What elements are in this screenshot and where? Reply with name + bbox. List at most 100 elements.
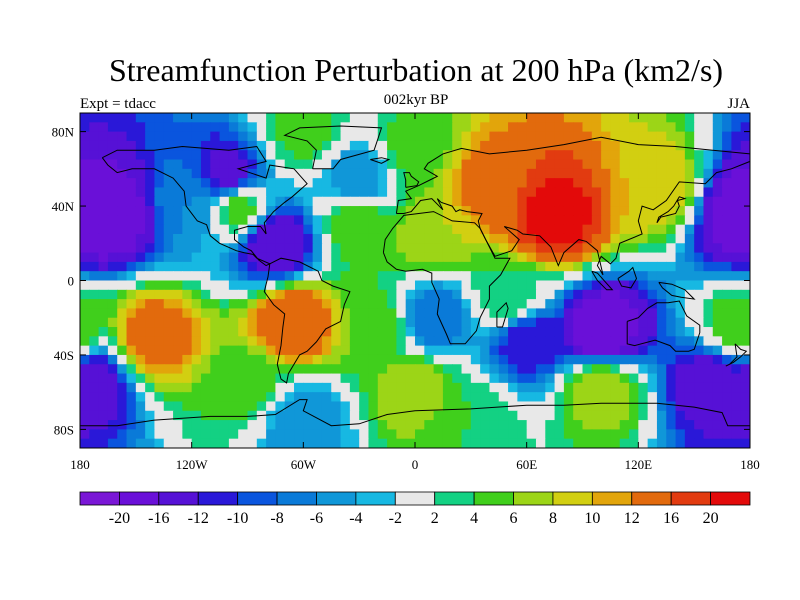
field-cell xyxy=(433,438,444,448)
field-cell xyxy=(368,438,379,448)
field-cell xyxy=(629,178,639,189)
field-cell xyxy=(573,252,584,263)
field-cell xyxy=(582,438,593,448)
field-cell xyxy=(573,345,584,356)
field-cell xyxy=(675,317,686,328)
field-cell xyxy=(145,224,156,235)
field-cell xyxy=(508,354,518,365)
field-cell xyxy=(303,336,314,347)
field-cell xyxy=(619,113,630,123)
field-cell xyxy=(415,308,425,319)
field-cell xyxy=(731,131,742,142)
field-cell xyxy=(126,271,137,282)
field-cell xyxy=(563,438,574,448)
field-cell xyxy=(442,178,453,189)
field-cell xyxy=(526,113,537,123)
field-cell xyxy=(154,252,165,263)
field-cell xyxy=(340,140,351,151)
field-cell xyxy=(601,289,612,300)
field-cell xyxy=(266,243,277,254)
field-cell xyxy=(107,373,118,384)
field-cell xyxy=(228,280,239,291)
field-cell xyxy=(340,345,351,356)
field-cell xyxy=(200,392,211,403)
field-cell xyxy=(89,168,100,179)
field-cell xyxy=(638,336,649,347)
field-cell xyxy=(656,178,667,189)
field-cell xyxy=(731,280,742,291)
field-cell xyxy=(163,261,174,272)
field-cell xyxy=(740,252,750,263)
field-cell xyxy=(489,420,500,430)
field-cell xyxy=(601,429,612,440)
field-cell xyxy=(359,168,370,179)
field-cell xyxy=(256,122,267,133)
field-cell xyxy=(191,401,202,412)
field-cell xyxy=(470,410,481,421)
field-cell xyxy=(107,410,118,421)
field-cell xyxy=(377,113,388,123)
field-cell xyxy=(135,159,146,170)
field-cell xyxy=(210,168,221,179)
field-cell xyxy=(442,122,453,133)
field-cell xyxy=(275,308,286,319)
field-cell xyxy=(89,113,100,123)
field-cell xyxy=(321,420,332,430)
field-cell xyxy=(489,327,500,337)
field-cell xyxy=(712,196,723,207)
field-cell xyxy=(238,373,249,384)
field-cell xyxy=(517,429,528,440)
field-cell xyxy=(573,178,584,189)
field-cell xyxy=(638,299,649,310)
field-cell xyxy=(275,215,286,226)
field-cell xyxy=(405,187,416,198)
field-cell xyxy=(740,317,750,328)
field-cell xyxy=(675,178,686,189)
field-cell xyxy=(647,401,658,412)
field-cell xyxy=(126,280,137,291)
field-cell xyxy=(563,178,574,189)
field-cell xyxy=(219,196,230,207)
field-cell xyxy=(368,345,379,356)
field-cell xyxy=(303,429,314,440)
field-cell xyxy=(619,261,630,272)
field-cell xyxy=(145,261,156,272)
field-cell xyxy=(489,206,500,216)
field-cell xyxy=(247,327,258,337)
field-cell xyxy=(563,168,574,179)
field-cell xyxy=(508,336,518,347)
field-cell xyxy=(154,299,165,310)
field-cell xyxy=(517,308,528,319)
field-cell xyxy=(656,243,667,254)
field-cell xyxy=(238,327,249,337)
field-cell xyxy=(461,327,472,337)
field-cell xyxy=(163,345,174,356)
field-cell xyxy=(703,261,714,272)
field-cell xyxy=(508,280,518,291)
field-cell xyxy=(98,373,109,384)
field-cell xyxy=(256,345,267,356)
field-cell xyxy=(154,317,165,328)
field-cell xyxy=(303,261,314,272)
field-cell xyxy=(145,373,156,384)
field-cell xyxy=(200,373,211,384)
field-cell xyxy=(694,336,705,347)
field-cell xyxy=(452,429,463,440)
field-cell xyxy=(712,159,723,170)
field-cell xyxy=(331,289,342,300)
field-cell xyxy=(191,317,202,328)
field-cell xyxy=(442,150,453,161)
field-cell xyxy=(442,354,453,365)
field-cell xyxy=(666,317,677,328)
field-cell xyxy=(117,178,128,189)
field-cell xyxy=(480,187,491,198)
field-cell xyxy=(535,168,546,179)
field-cell xyxy=(601,122,612,133)
field-cell xyxy=(387,420,397,430)
field-cell xyxy=(666,438,677,448)
field-cell xyxy=(191,140,202,151)
field-cell xyxy=(452,336,463,347)
field-cell xyxy=(312,280,323,291)
field-cell xyxy=(684,150,695,161)
